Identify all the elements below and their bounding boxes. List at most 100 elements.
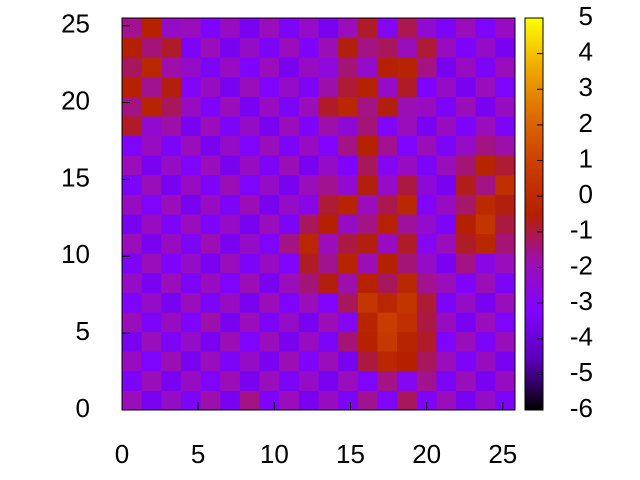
heat-cell — [200, 214, 221, 235]
heat-cell — [279, 76, 300, 97]
heat-cell — [141, 351, 162, 372]
heat-cell — [377, 312, 398, 333]
heat-cell — [357, 331, 378, 352]
colorbar-tick-label: -6 — [570, 393, 593, 423]
heat-cell — [338, 253, 359, 274]
heat-cell — [141, 18, 162, 39]
heat-cell — [259, 18, 280, 39]
heat-cell — [161, 272, 182, 293]
heat-cell — [475, 76, 496, 97]
heat-cell — [416, 272, 437, 293]
heat-cell — [338, 272, 359, 293]
heat-cell — [397, 18, 418, 39]
heat-cell — [318, 96, 339, 117]
heat-cell — [456, 351, 477, 372]
heat-cell — [416, 96, 437, 117]
heat-cell — [141, 96, 162, 117]
heat-cell — [475, 194, 496, 215]
heat-cell — [475, 135, 496, 156]
heat-cell — [122, 155, 143, 176]
heat-cell — [456, 57, 477, 78]
colorbar-tick-label: -3 — [570, 286, 593, 316]
heat-cell — [180, 57, 202, 78]
heat-cell — [397, 233, 418, 254]
heat-cell — [298, 76, 319, 97]
heat-cell — [436, 18, 457, 39]
heat-cell — [180, 351, 202, 372]
heat-cell — [475, 37, 496, 58]
heat-cell — [122, 253, 143, 274]
heat-cell — [200, 292, 221, 313]
heat-cell — [180, 116, 202, 137]
heat-cell — [161, 96, 182, 117]
heat-cell — [298, 96, 319, 117]
heat-cell — [338, 57, 359, 78]
heat-cell — [141, 390, 162, 411]
heat-cell — [122, 312, 143, 333]
heat-cell — [220, 37, 241, 58]
heat-cell — [456, 37, 477, 58]
heat-cell — [456, 194, 477, 215]
heat-cell — [436, 57, 457, 78]
heat-cell — [475, 390, 496, 411]
heat-cell — [357, 174, 378, 195]
heat-cell — [475, 214, 496, 235]
heat-cell — [416, 174, 437, 195]
heat-cell — [239, 174, 261, 195]
heat-cell — [298, 331, 319, 352]
heat-cell — [298, 174, 319, 195]
heat-cell — [279, 370, 300, 391]
heat-cell — [180, 292, 202, 313]
heat-cell — [298, 194, 319, 215]
heat-cell — [495, 155, 516, 176]
heat-cell — [180, 331, 202, 352]
heat-cell — [220, 370, 241, 391]
heat-cell — [220, 155, 241, 176]
heat-cell — [180, 18, 202, 39]
heat-cell — [259, 253, 280, 274]
heat-cell — [161, 18, 182, 39]
heat-cell — [259, 312, 280, 333]
heat-cell — [220, 272, 241, 293]
heat-cell — [279, 37, 300, 58]
heat-cell — [141, 292, 162, 313]
heat-cell — [259, 233, 280, 254]
heat-cell — [259, 96, 280, 117]
heat-cell — [495, 390, 516, 411]
heat-cell — [298, 292, 319, 313]
colorbar-tick-label: -1 — [570, 215, 593, 245]
heat-cell — [338, 312, 359, 333]
heat-cell — [122, 292, 143, 313]
heat-cell — [200, 312, 221, 333]
heat-cell — [141, 76, 162, 97]
heat-cell — [279, 174, 300, 195]
colorbar-tick-label: 4 — [579, 37, 593, 67]
heat-cell — [357, 272, 378, 293]
y-tick-label: 0 — [76, 393, 90, 423]
heat-cell — [279, 96, 300, 117]
heat-cell — [357, 312, 378, 333]
heat-cell — [377, 331, 398, 352]
heat-cell — [279, 253, 300, 274]
heat-cell — [239, 155, 261, 176]
heat-cell — [318, 272, 339, 293]
heat-cell — [456, 233, 477, 254]
heat-cell — [259, 214, 280, 235]
heat-cell — [436, 253, 457, 274]
heat-cell — [239, 370, 261, 391]
heat-cell — [397, 292, 418, 313]
heat-cell — [436, 390, 457, 411]
heat-cell — [357, 18, 378, 39]
heat-cell — [475, 116, 496, 137]
heat-cell — [397, 174, 418, 195]
heat-cell — [239, 214, 261, 235]
heat-cell — [456, 135, 477, 156]
heat-cell — [141, 174, 162, 195]
heat-cell — [200, 96, 221, 117]
heat-cell — [239, 272, 261, 293]
heat-cell — [279, 155, 300, 176]
heat-cell — [141, 233, 162, 254]
heat-cell — [220, 233, 241, 254]
heat-cell — [200, 370, 221, 391]
heat-cell — [456, 370, 477, 391]
